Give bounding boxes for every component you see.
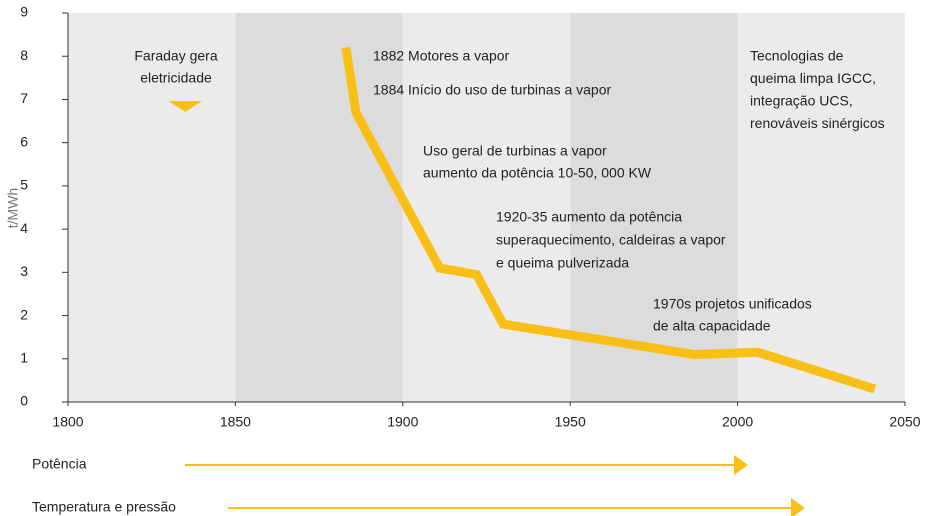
x-tick-label: 1850 <box>220 414 251 430</box>
x-tick-label: 1950 <box>555 414 586 430</box>
background-bands <box>68 13 905 402</box>
band <box>402 13 571 402</box>
y-tick-label: 2 <box>20 306 28 322</box>
line <box>341 46 877 394</box>
y-tick-label: 9 <box>20 4 28 20</box>
annotation: integração UCS, <box>750 93 853 109</box>
annotation: 1920-35 aumento da potência <box>496 209 682 225</box>
band <box>68 13 236 402</box>
y-tick-label: 5 <box>20 177 28 193</box>
annotation: Faraday gera <box>134 48 217 64</box>
band <box>235 13 403 402</box>
y-axis-label: t/MWh <box>5 188 21 228</box>
x-tick-label: 2050 <box>889 414 920 430</box>
annotation: aumento da potência 10-50, 000 KW <box>423 165 652 181</box>
annotation: renováveis sinérgicos <box>750 115 885 131</box>
annotation: Tecnologias de <box>750 48 844 64</box>
arrow-label: Potência <box>32 456 87 472</box>
annotation: 1884 Início do uso de turbinas a vapor <box>373 82 612 98</box>
annotation: superaquecimento, caldeiras a vapor <box>496 232 726 248</box>
annotation: eletricidade <box>140 70 212 86</box>
arrow-label: Temperatura e pressão <box>32 499 176 515</box>
band <box>737 13 905 402</box>
y-tick-label: 1 <box>20 349 28 365</box>
y-tick-label: 4 <box>20 220 28 236</box>
marker <box>168 101 202 112</box>
arrow-head <box>734 455 748 475</box>
x-tick-label: 1900 <box>387 414 418 430</box>
y-tick-label: 3 <box>20 263 28 279</box>
annotation: e queima pulverizada <box>496 255 629 271</box>
x-tick-label: 2000 <box>722 414 753 430</box>
arrow-head <box>791 498 805 516</box>
annotation: 1970s projetos unificados <box>653 296 812 312</box>
annotation: de alta capacidade <box>653 318 771 334</box>
y-tick-label: 7 <box>20 90 28 106</box>
y-tick-label: 8 <box>20 47 28 63</box>
y-tick-label: 0 <box>20 393 28 409</box>
y-tick-label: 6 <box>20 133 28 149</box>
annotation: queima limpa IGCC, <box>750 70 876 86</box>
annotation: Uso geral de turbinas a vapor <box>423 143 607 159</box>
x-tick-label: 1800 <box>52 414 83 430</box>
annotation: 1882 Motores a vapor <box>373 48 510 64</box>
